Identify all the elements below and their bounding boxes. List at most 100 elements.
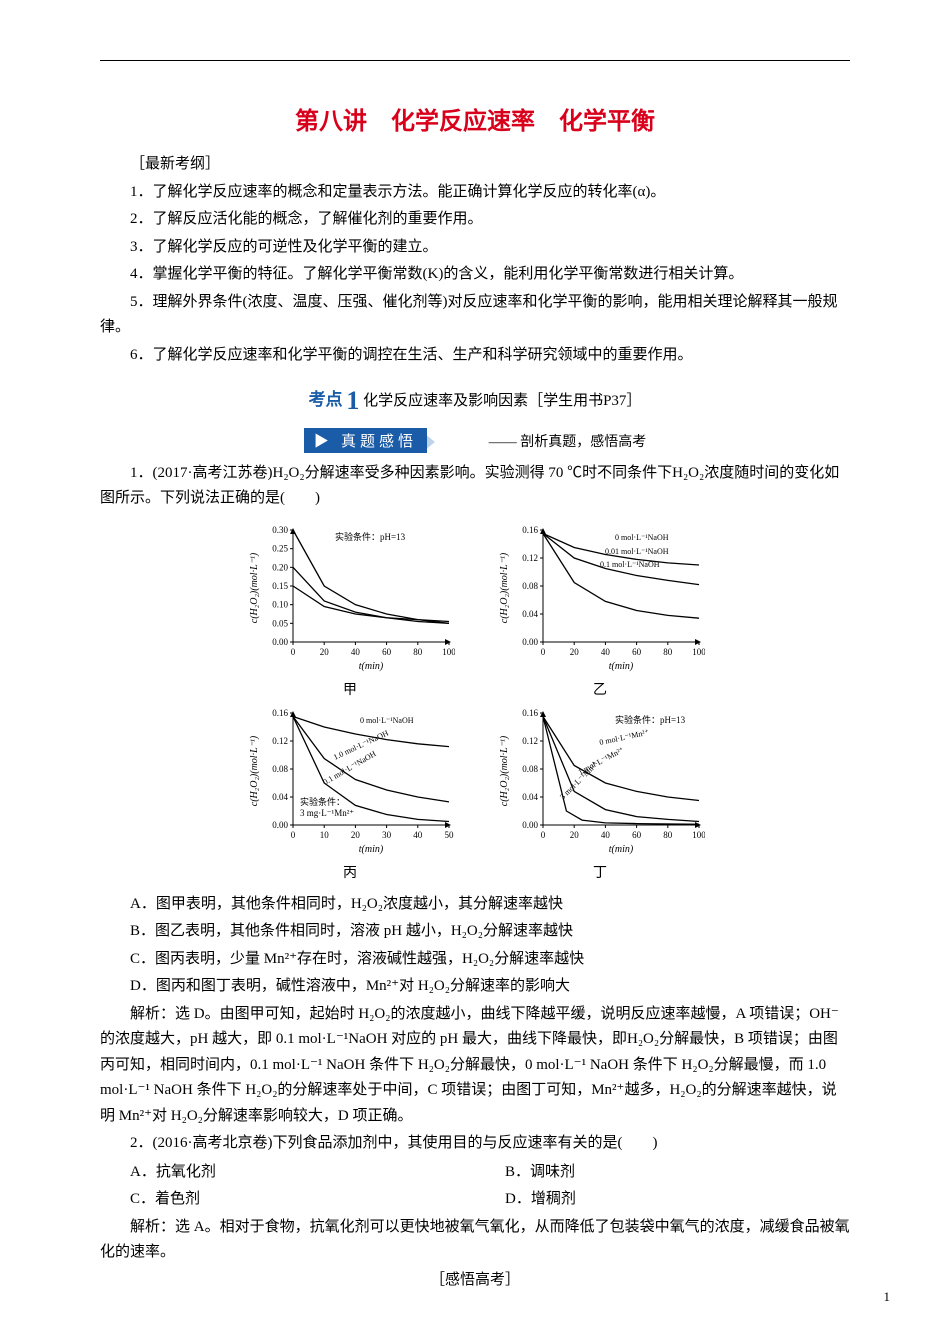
syllabus-item: 3．了解化学反应的可逆性及化学平衡的建立。 bbox=[100, 235, 850, 261]
kaodian-heading: 考点 1 化学反应速率及影响因素［学生用书P37］ bbox=[100, 380, 850, 422]
q2-options-row2: C．着色剂 D．增稠剂 bbox=[100, 1186, 850, 1213]
svg-text:0.08: 0.08 bbox=[272, 764, 288, 774]
footer-note: ［感悟高考］ bbox=[100, 1268, 850, 1294]
svg-text:0.12: 0.12 bbox=[522, 553, 538, 563]
document-page: 第八讲 化学反应速率 化学平衡 ［最新考纲］ 1．了解化学反应速率的概念和定量表… bbox=[0, 0, 950, 1315]
charts-block: 0204060801000.000.050.100.150.200.250.30… bbox=[100, 522, 850, 882]
svg-text:60: 60 bbox=[632, 830, 642, 840]
svg-text:0.01 mol·L⁻¹NaOH: 0.01 mol·L⁻¹NaOH bbox=[605, 547, 669, 556]
q2-analysis: 解析：选 A。相对于食物，抗氧化剂可以更快地被氧气氧化，从而降低了包装袋中氧气的… bbox=[100, 1215, 850, 1266]
q1-option-b: B．图乙表明，其他条件相同时，溶液 pH 越小，H₂O₂分解速率越快 bbox=[100, 919, 850, 945]
svg-text:0.04: 0.04 bbox=[272, 792, 288, 802]
svg-text:0 mol·L⁻¹NaOH: 0 mol·L⁻¹NaOH bbox=[615, 533, 669, 542]
svg-text:实验条件：: 实验条件： bbox=[300, 796, 345, 807]
svg-text:20: 20 bbox=[570, 647, 580, 657]
svg-text:c(H₂O₂)(mol·L⁻¹): c(H₂O₂)(mol·L⁻¹) bbox=[249, 552, 260, 623]
svg-text:0.10: 0.10 bbox=[272, 599, 288, 609]
svg-text:100: 100 bbox=[692, 830, 705, 840]
chart-row-1: 0 20 40 60 80 100 0.00 0.05 0.10 0.15 0.20 0.25 0.30… bbox=[100, 522, 850, 699]
svg-text:30: 30 bbox=[382, 830, 392, 840]
svg-text:0.25: 0.25 bbox=[272, 543, 288, 553]
svg-text:0.30: 0.30 bbox=[272, 525, 288, 535]
svg-text:50: 50 bbox=[445, 830, 455, 840]
syllabus-item: 1．了解化学反应速率的概念和定量表示方法。能正确计算化学反应的转化率(α)。 bbox=[100, 180, 850, 206]
svg-text:0.20: 0.20 bbox=[272, 562, 288, 572]
q2-option-c: C．着色剂 bbox=[100, 1186, 475, 1213]
page-number: 1 bbox=[884, 1289, 891, 1305]
svg-text:0.16: 0.16 bbox=[522, 525, 538, 535]
svg-text:0.05: 0.05 bbox=[272, 618, 288, 628]
svg-text:3 mg·L⁻¹Mn²⁺: 3 mg·L⁻¹Mn²⁺ bbox=[300, 808, 354, 818]
svg-text:40: 40 bbox=[413, 830, 423, 840]
chart-ding-label: 丁 bbox=[495, 862, 705, 882]
svg-text:0 mol·L⁻¹NaOH: 0 mol·L⁻¹NaOH bbox=[360, 716, 414, 725]
svg-text:20: 20 bbox=[351, 830, 361, 840]
svg-text:0.04: 0.04 bbox=[522, 609, 538, 619]
svg-text:0.15: 0.15 bbox=[272, 581, 288, 591]
kaodian-prefix: 考点 bbox=[309, 386, 343, 413]
svg-text:0: 0 bbox=[541, 830, 546, 840]
svg-text:10: 10 bbox=[320, 830, 330, 840]
svg-text:20: 20 bbox=[570, 830, 580, 840]
q1-analysis: 解析：选 D。由图甲可知，起始时 H₂O₂的浓度越小，曲线下降越平缓，说明反应速… bbox=[100, 1002, 850, 1130]
svg-text:80: 80 bbox=[663, 830, 673, 840]
svg-text:0: 0 bbox=[541, 647, 546, 657]
svg-text:40: 40 bbox=[351, 647, 361, 657]
syllabus-header: ［最新考纲］ bbox=[100, 152, 850, 178]
syllabus-item: 2．了解反应活化能的概念，了解催化剂的重要作用。 bbox=[100, 207, 850, 233]
q2-option-b: B．调味剂 bbox=[475, 1159, 850, 1186]
svg-text:60: 60 bbox=[632, 647, 642, 657]
syllabus-item: 5．理解外界条件(浓度、温度、压强、催化剂等)对反应速率和化学平衡的影响，能用相… bbox=[100, 290, 850, 341]
chart-ding-cell: 0204060801000.000.040.080.120.16t(min)c(… bbox=[495, 705, 705, 882]
svg-text:0.00: 0.00 bbox=[522, 637, 538, 647]
svg-text:3 mol·L⁻¹Mn²⁺: 3 mol·L⁻¹Mn²⁺ bbox=[558, 759, 600, 801]
syllabus-item: 6．了解化学反应速率和化学平衡的调控在生活、生产和科学研究领域中的重要作用。 bbox=[100, 343, 850, 369]
svg-text:t(min): t(min) bbox=[609, 661, 634, 672]
q2-option-a: A．抗氧化剂 bbox=[100, 1159, 475, 1186]
svg-text:实验条件：pH=13: 实验条件：pH=13 bbox=[335, 531, 406, 542]
svg-text:t(min): t(min) bbox=[359, 844, 384, 855]
svg-text:0.04: 0.04 bbox=[522, 792, 538, 802]
chart-bing-label: 丙 bbox=[245, 862, 455, 882]
syllabus-item: 4．掌握化学平衡的特征。了解化学平衡常数(K)的含义，能利用化学平衡常数进行相关… bbox=[100, 262, 850, 288]
svg-text:实验条件：pH=13: 实验条件：pH=13 bbox=[615, 714, 686, 725]
svg-text:0: 0 bbox=[291, 830, 296, 840]
kaodian-suffix: 化学反应速率及影响因素［学生用书P37］ bbox=[363, 393, 641, 409]
chart-jia-label: 甲 bbox=[245, 679, 455, 699]
svg-text:20: 20 bbox=[320, 647, 330, 657]
q1-stem: 1．(2017·高考江苏卷)H₂O₂分解速率受多种因素影响。实验测得 70 ℃时… bbox=[100, 461, 850, 512]
top-rule bbox=[100, 60, 850, 61]
kaodian-number: 1 bbox=[346, 386, 359, 415]
chart-row-2: 0 10 20 30 40 50 0.00 0.04 0.08 0.12 0.16 t(min) c(H… bbox=[100, 705, 850, 882]
svg-text:60: 60 bbox=[382, 647, 392, 657]
svg-text:100: 100 bbox=[442, 647, 455, 657]
chart-bing: 0 10 20 30 40 50 0.00 0.04 0.08 0.12 0.16 t(min) c(H… bbox=[245, 705, 455, 855]
svg-text:0.1 mol·L⁻¹NaOH: 0.1 mol·L⁻¹NaOH bbox=[600, 560, 660, 569]
svg-text:0.16: 0.16 bbox=[272, 708, 288, 718]
chart-yi-label: 乙 bbox=[495, 679, 705, 699]
q1-option-c: C．图丙表明，少量 Mn²⁺存在时，溶液碱性越强，H₂O₂分解速率越快 bbox=[100, 947, 850, 973]
svg-text:0.00: 0.00 bbox=[272, 637, 288, 647]
svg-text:0.00: 0.00 bbox=[522, 820, 538, 830]
zhenti-note: —— 剖析真题，感悟高考 bbox=[489, 435, 647, 450]
q2-option-d: D．增稠剂 bbox=[475, 1186, 850, 1213]
svg-text:0: 0 bbox=[291, 647, 296, 657]
chart-ding: 0204060801000.000.040.080.120.16t(min)c(… bbox=[495, 705, 705, 855]
svg-text:40: 40 bbox=[601, 830, 611, 840]
svg-text:0.00: 0.00 bbox=[272, 820, 288, 830]
q1-option-a: A．图甲表明，其他条件相同时，H₂O₂浓度越小，其分解速率越快 bbox=[100, 892, 850, 918]
svg-text:100: 100 bbox=[692, 647, 705, 657]
svg-text:0.12: 0.12 bbox=[522, 736, 538, 746]
q1-option-d: D．图丙和图丁表明，碱性溶液中，Mn²⁺对 H₂O₂分解速率的影响大 bbox=[100, 974, 850, 1000]
svg-text:40: 40 bbox=[601, 647, 611, 657]
svg-text:t(min): t(min) bbox=[359, 661, 384, 672]
svg-text:0.08: 0.08 bbox=[522, 764, 538, 774]
chart-yi: 0204060801000.000.040.080.120.16t(min)c(… bbox=[495, 522, 705, 672]
svg-text:80: 80 bbox=[413, 647, 423, 657]
svg-text:0.08: 0.08 bbox=[522, 581, 538, 591]
svg-text:c(H₂O₂)(mol·L⁻¹): c(H₂O₂)(mol·L⁻¹) bbox=[249, 735, 260, 806]
kaodian-subheading: ▶ 真题感悟 —— 剖析真题，感悟高考 bbox=[100, 428, 850, 453]
svg-text:0.12: 0.12 bbox=[272, 736, 288, 746]
q2-stem: 2．(2016·高考北京卷)下列食品添加剂中，其使用目的与反应速率有关的是( ) bbox=[100, 1131, 850, 1157]
zhenti-box: ▶ 真题感悟 bbox=[304, 428, 427, 453]
